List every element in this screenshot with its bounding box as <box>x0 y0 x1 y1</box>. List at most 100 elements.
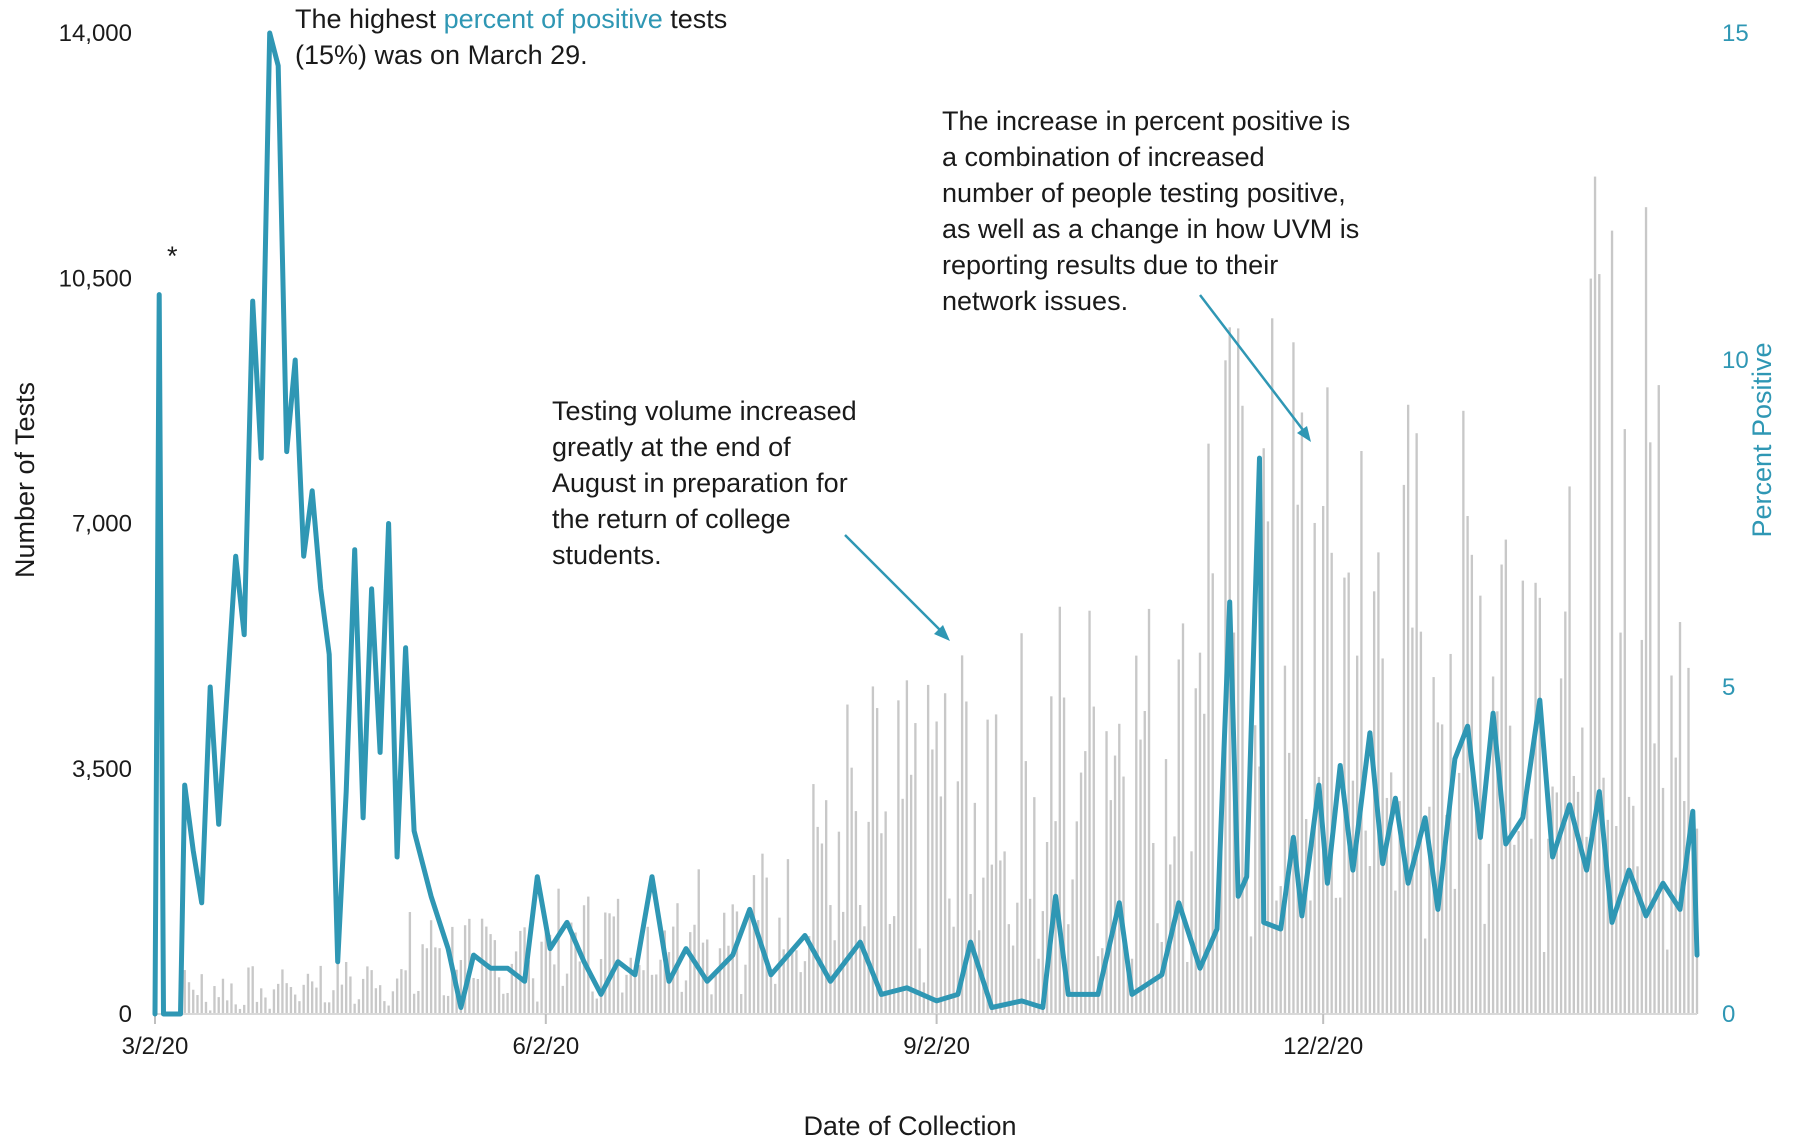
tests-bar <box>514 951 518 1014</box>
tests-bar <box>1198 652 1202 1014</box>
tests-bar <box>986 719 989 1014</box>
tests-bar <box>315 987 318 1014</box>
tests-bar <box>1207 443 1210 1014</box>
tests-bar <box>757 920 760 1014</box>
tests-bar <box>850 767 853 1014</box>
tests-bar <box>421 944 424 1014</box>
tests-bar <box>1615 826 1618 1014</box>
tests-bar <box>442 995 446 1014</box>
tests-bar <box>1521 580 1525 1014</box>
tests-bar <box>344 962 348 1014</box>
tests-bar <box>888 923 892 1014</box>
y-tick-right: 15 <box>1722 20 1749 47</box>
tests-bar <box>1330 552 1333 1014</box>
tests-bar <box>1636 866 1639 1014</box>
tests-bar <box>875 708 879 1014</box>
tests-bar <box>1559 678 1563 1014</box>
tests-bar <box>1079 772 1083 1014</box>
tests-bar <box>230 983 233 1014</box>
tests-bar <box>1657 385 1660 1015</box>
tests-bar <box>591 991 594 1014</box>
tests-bar <box>1504 539 1508 1014</box>
tests-bar <box>786 859 790 1014</box>
tests-bar <box>829 905 832 1014</box>
tests-bar <box>752 875 756 1014</box>
volume-annotation-line: the return of college <box>552 504 791 534</box>
tests-bar <box>255 1001 259 1014</box>
tests-bar <box>366 966 369 1014</box>
volume-annotation: Testing volume increased greatly at the e… <box>552 396 857 570</box>
tests-bar <box>519 930 522 1014</box>
tests-bar <box>714 969 717 1014</box>
tests-bar <box>1610 230 1614 1014</box>
tests-bar <box>1118 723 1121 1014</box>
tests-bar <box>412 993 416 1014</box>
tests-bar <box>1517 831 1520 1014</box>
tests-bar <box>1683 801 1686 1014</box>
tests-bar <box>1245 874 1248 1014</box>
tests-bar <box>285 983 288 1014</box>
tests-bar <box>952 926 955 1014</box>
tests-bar <box>527 960 530 1014</box>
uvm-annotation-line: The increase in percent positive is <box>942 106 1350 136</box>
tests-bar <box>1271 318 1274 1014</box>
uvm-annotation-line: number of people testing positive, <box>942 178 1346 208</box>
tests-bar <box>268 1008 271 1014</box>
tests-bar <box>604 912 607 1014</box>
tests-bar <box>1109 800 1112 1014</box>
tests-bar <box>226 1000 229 1014</box>
peak-annotation-prefix: The highest <box>295 4 444 34</box>
tests-bar <box>192 989 195 1014</box>
tests-bar <box>1194 688 1197 1014</box>
tests-bar <box>939 796 943 1014</box>
tests-bar <box>1432 677 1435 1014</box>
tests-bar <box>1619 632 1622 1014</box>
tests-bar <box>340 984 344 1014</box>
tests-bar <box>1593 176 1597 1015</box>
tests-bar <box>999 860 1002 1014</box>
tests-bar <box>1071 879 1074 1014</box>
tests-bar <box>544 922 547 1014</box>
tests-bar <box>684 980 688 1014</box>
tests-bar <box>795 950 798 1014</box>
asterisk-marker: * <box>167 241 178 271</box>
tests-bar <box>1011 945 1015 1014</box>
tests-bar <box>213 986 216 1014</box>
tests-bar <box>357 999 361 1014</box>
tests-bar <box>808 936 811 1014</box>
tests-bar <box>633 968 637 1014</box>
volume-annotation-line: students. <box>552 540 662 570</box>
tests-bar <box>1483 923 1486 1014</box>
tests-bar <box>1279 886 1282 1014</box>
tests-bar <box>1530 838 1533 1014</box>
tests-bar <box>608 913 611 1014</box>
y-axis-ticks-left: 0 3,500 7,000 10,500 14,000 <box>59 20 132 1028</box>
tests-bar <box>1203 713 1206 1014</box>
tests-bar <box>221 978 225 1014</box>
tests-bar <box>1186 961 1189 1014</box>
tests-bar <box>1661 787 1665 1014</box>
tests-bar <box>931 749 934 1014</box>
y-tick-right: 5 <box>1722 674 1735 701</box>
tests-bar <box>1385 797 1389 1014</box>
uvm-arrow-head <box>1297 426 1311 442</box>
tests-bar <box>629 957 632 1014</box>
tests-bar <box>1406 404 1410 1014</box>
tests-bar <box>1241 405 1244 1014</box>
tests-bar <box>196 995 199 1014</box>
y-tick-left: 0 <box>119 1001 132 1028</box>
tests-bar <box>200 974 203 1014</box>
volume-annotation-line: greatly at the end of <box>552 432 791 462</box>
tests-bar <box>391 991 395 1014</box>
tests-bar <box>1181 623 1185 1014</box>
tests-bar <box>1092 706 1095 1014</box>
peak-annotation: The highest percent of positive tests <box>295 4 727 34</box>
peak-annotation-line2: (15%) was on March 29. <box>295 40 588 70</box>
tests-bar <box>234 1004 237 1014</box>
tests-bar <box>429 920 433 1014</box>
tests-bar <box>1372 591 1376 1014</box>
tests-bar <box>289 987 293 1014</box>
tests-bar <box>548 934 552 1014</box>
tests-bar <box>965 701 968 1014</box>
